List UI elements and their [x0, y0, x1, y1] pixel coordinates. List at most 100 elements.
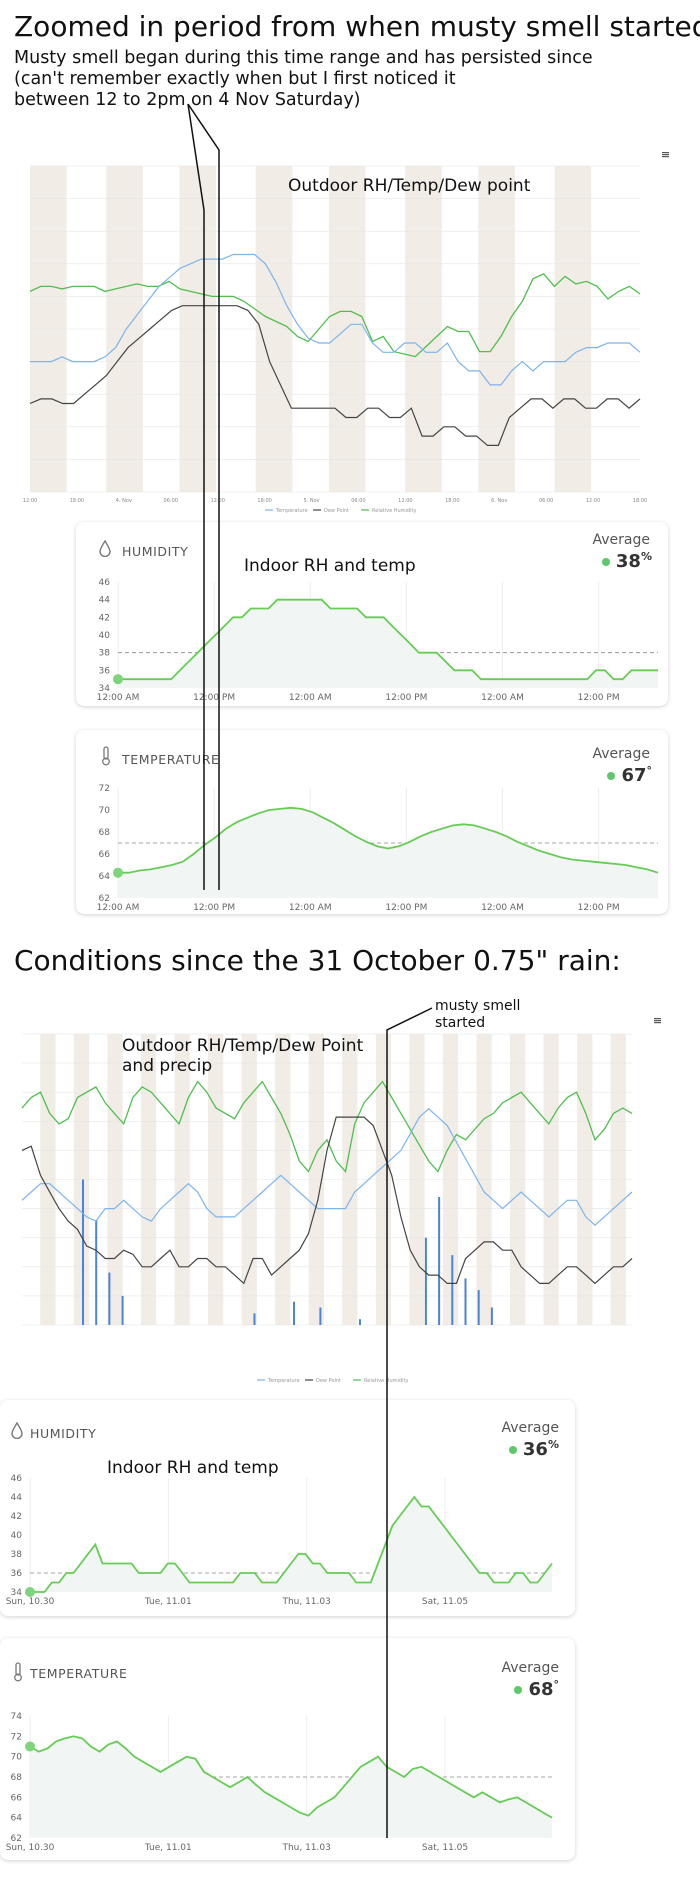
indoor-line — [29, 1735, 553, 1819]
precip-bar — [438, 1196, 441, 1325]
y-tick-label: 70 — [99, 806, 111, 816]
x-tick-label: 12:00 AM — [481, 903, 524, 913]
hamburger-menu-icon — [662, 152, 669, 158]
x-tick-label: 12:00 — [398, 498, 412, 504]
start-marker — [25, 1587, 35, 1597]
average-label: Average — [501, 1660, 560, 1676]
start-marker — [25, 1741, 35, 1752]
temperature-average-value: 68 — [528, 1679, 554, 1700]
average-label: Average — [592, 532, 651, 548]
x-tick-label: Thu, 11.03 — [281, 1843, 330, 1853]
precip-bar — [424, 1237, 427, 1325]
y-tick-label: 62 — [99, 894, 110, 904]
average-dot — [607, 772, 616, 780]
relative-humidity-line — [21, 1080, 633, 1174]
precip-bar — [490, 1307, 493, 1325]
relative-humidity-line — [29, 273, 641, 358]
y-tick-label: 34 — [11, 1588, 23, 1598]
musty-smell-overlay-label: musty smell started — [435, 998, 521, 1031]
zoom-section-note: Musty smell began during this time range… — [14, 48, 593, 110]
thermometer-icon — [100, 746, 112, 770]
indoor-full-overlay-label: Indoor RH and temp — [107, 1458, 279, 1478]
x-tick-label: 18:00 — [445, 498, 459, 504]
y-tick-label: 46 — [11, 1474, 23, 1484]
y-tick-label: 36 — [11, 1569, 23, 1579]
indoor-line — [30, 1495, 553, 1593]
x-tick-label: 12:00 AM — [289, 693, 332, 703]
temperature-average: 68° — [514, 1678, 559, 1700]
average-dot — [601, 558, 610, 566]
area-fill — [118, 807, 658, 898]
menu-bar — [662, 154, 669, 156]
average-label: Average — [592, 746, 651, 762]
area-fill — [30, 1497, 552, 1592]
y-tick-label: 66 — [99, 850, 111, 860]
zoom-temperature-card: TEMPERATURE Average 67° 62 64 66 68 70 72 12:0… — [76, 730, 668, 914]
average-label: Average — [501, 1420, 560, 1436]
precip-bar — [358, 1319, 361, 1325]
x-tick-label: Tue, 11.01 — [144, 1597, 192, 1607]
degree-unit: ° — [646, 764, 653, 777]
indoor-zoom-overlay-label: Indoor RH and temp — [244, 556, 416, 576]
y-tick-label: 44 — [11, 1493, 23, 1503]
x-tick-label: 12:00 AM — [289, 903, 332, 913]
x-tick-label: 12:00 AM — [97, 693, 140, 703]
menu-bar — [654, 1018, 661, 1020]
humidity-average-value: 36 — [522, 1439, 548, 1460]
menu-bar — [654, 1020, 661, 1022]
zoom-temperature-chart: 62 64 66 68 70 72 12:00 AM 12:00 PM 12:00 AM 12:0… — [97, 784, 659, 913]
x-tick-label: 12:00 — [23, 498, 37, 504]
x-tick-label: 12:00 PM — [578, 903, 620, 913]
precip-bar — [253, 1313, 256, 1325]
y-tick-label: 68 — [11, 1773, 23, 1783]
full-temperature-card: TEMPERATURE Average 68° 62 64 66 68 70 72 74 Su… — [0, 1638, 575, 1860]
x-tick-label: 12:00 PM — [193, 693, 235, 703]
legend-item: Relative Humidity — [372, 508, 416, 514]
area-fill — [30, 1736, 552, 1838]
precip-bar — [121, 1295, 124, 1325]
zoom-humidity-chart: 34 36 38 40 42 44 46 12:00 AM 12:00 PM 12:00 AM 12… — [97, 578, 658, 703]
y-tick-label: 68 — [99, 828, 111, 838]
y-tick-label: 72 — [11, 1732, 22, 1742]
x-tick-label: 12:00 AM — [97, 903, 140, 913]
area-fill — [118, 599, 658, 688]
x-tick-label: Sat, 11.05 — [422, 1597, 468, 1607]
humidity-average-value: 38 — [615, 551, 641, 572]
dew-point-line — [21, 1116, 633, 1285]
x-tick-label: 12:00 PM — [193, 903, 235, 913]
y-tick-label: 38 — [11, 1550, 23, 1560]
x-tick-label: 12:00 AM — [481, 693, 524, 703]
since-section-title: Conditions since the 31 October 0.75" ra… — [14, 944, 621, 977]
y-tick-label: 40 — [99, 631, 111, 641]
legend-item: Relative Humidity — [364, 1378, 408, 1384]
y-tick-label: 64 — [99, 872, 111, 882]
droplet-icon — [98, 539, 112, 561]
y-tick-label: 42 — [99, 613, 110, 623]
x-tick-label: 12:00 PM — [385, 903, 427, 913]
full-humidity-chart: 34 36 38 40 42 44 46 Sun, 10.30 Tue, 11.01 Thu, 1… — [6, 1474, 553, 1607]
precip-bar — [293, 1301, 296, 1325]
precip-bar — [451, 1255, 454, 1325]
legend-item: Temperature — [275, 508, 308, 514]
x-tick-label: 5. Nov — [303, 498, 319, 504]
precip-bar — [95, 1220, 98, 1325]
precip-bar — [319, 1307, 322, 1325]
temperature-card-title: TEMPERATURE — [30, 1666, 128, 1681]
temperature-average: 67° — [607, 764, 652, 786]
outdoor-full-overlay-label: Outdoor RH/Temp/Dew Point and precip — [122, 1036, 364, 1076]
x-tick-label: 06:00 — [539, 498, 553, 504]
temperature-line — [30, 253, 641, 386]
legend-item: Dew Point — [316, 1378, 341, 1384]
start-marker — [113, 674, 123, 685]
humidity-card-title: HUMIDITY — [30, 1426, 97, 1441]
outdoor-zoom-chart: 12:00 18:00 4. Nov 06:00 12:00 18:00 5. Nov 06:… — [23, 152, 669, 514]
dew-point-line — [29, 305, 641, 446]
humidity-average: 38% — [601, 550, 652, 572]
menu-bar — [654, 1022, 661, 1024]
humidity-card-title: HUMIDITY — [122, 544, 189, 559]
start-marker — [113, 867, 123, 878]
x-tick-label: 18:00 — [633, 498, 647, 504]
temperature-average-value: 67 — [621, 765, 647, 786]
x-tick-label: Thu, 11.03 — [281, 1597, 330, 1607]
x-tick-label: Tue, 11.01 — [144, 1843, 192, 1853]
